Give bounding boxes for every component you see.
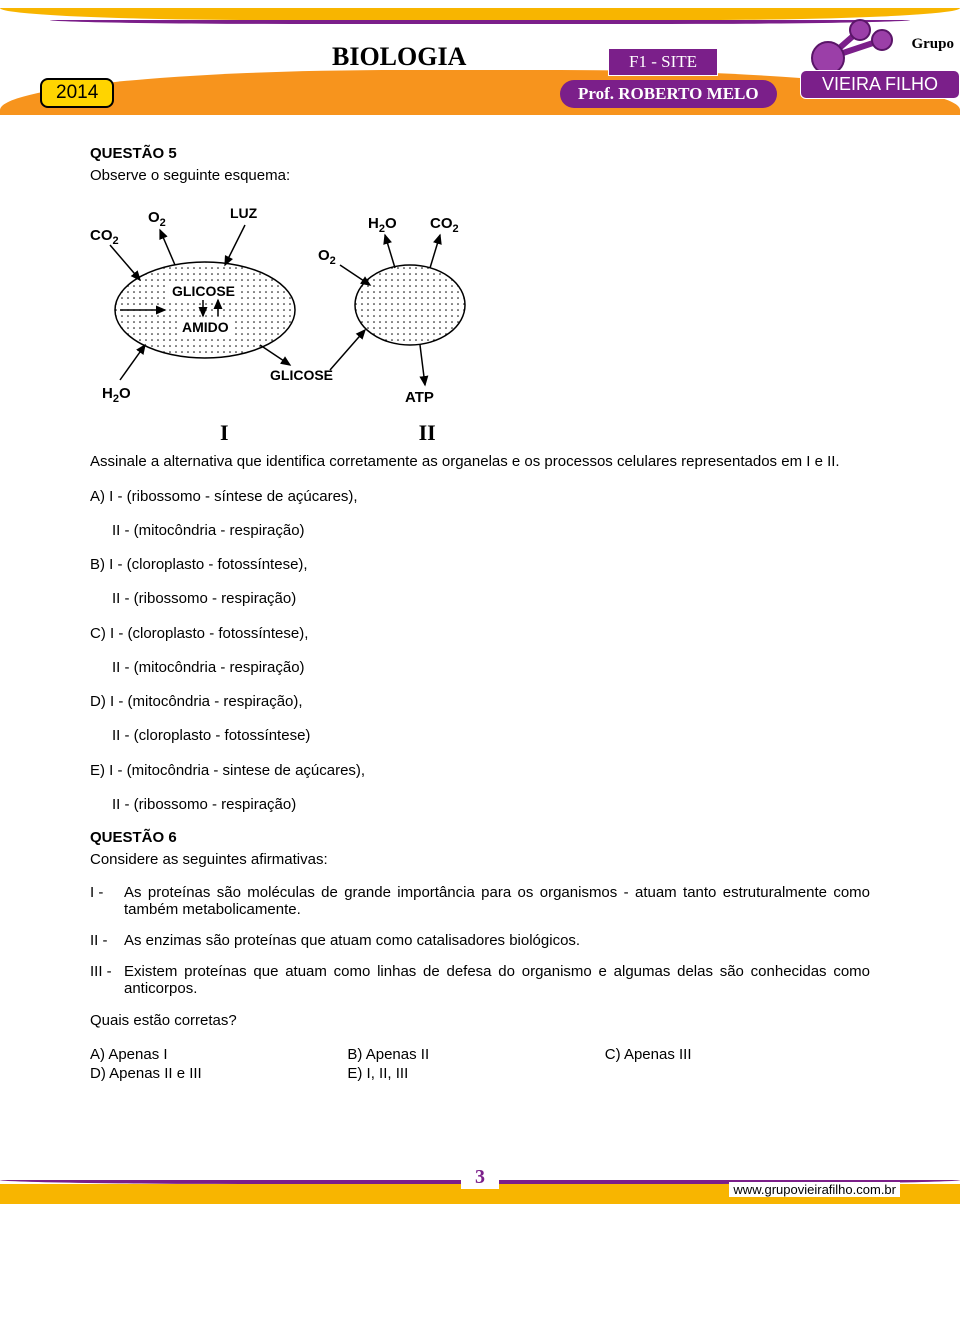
q5-opt-d: D) I - (mitocôndria - respiração), <box>90 692 870 712</box>
roman-1: I <box>220 420 229 446</box>
logo-vieira-filho: Grupo VIEIRA FILHO <box>790 18 960 103</box>
logo-text-grupo: Grupo <box>911 36 954 53</box>
q6-options-row1: A) Apenas I B) Apenas II C) Apenas III <box>90 1046 870 1063</box>
q6-stmt-3: III - Existem proteínas que atuam como l… <box>90 963 870 997</box>
q5-opt-e2: II - (ribossomo - respiração) <box>90 795 870 815</box>
page-content: QUESTÃO 5 Observe o seguinte esquema: GL… <box>0 115 960 1104</box>
q5-diagram: GLICOSE AMIDO CO2 O2 LUZ H2O GLICOSE O2 … <box>90 200 870 414</box>
svg-text:H2O: H2O <box>368 215 397 235</box>
q6-intro: Considere as seguintes afirmativas: <box>90 850 870 870</box>
q6-stmt-2: II - As enzimas são proteínas que atuam … <box>90 932 870 949</box>
q6-s3-text: Existem proteínas que atuam como linhas … <box>124 963 870 997</box>
q5-opt-b: B) I - (cloroplasto - fotossíntese), <box>90 555 870 575</box>
page-header: 2014 BIOLOGIA F1 - SITE Prof. ROBERTO ME… <box>0 0 960 115</box>
roman-2: II <box>419 420 436 446</box>
subject-title: BIOLOGIA <box>332 42 466 72</box>
q6-opt-e: E) I, II, III <box>347 1065 604 1082</box>
q6-s2-label: II - <box>90 932 124 949</box>
svg-text:CO2: CO2 <box>430 215 459 235</box>
svg-text:ATP: ATP <box>405 389 434 406</box>
svg-text:GLICOSE: GLICOSE <box>172 283 235 299</box>
q5-opt-c2: II - (mitocôndria - respiração) <box>90 658 870 678</box>
swoosh-purple <box>50 20 910 24</box>
q5-opt-e: E) I - (mitocôndria - sintese de açúcare… <box>90 761 870 781</box>
footer-url: www.grupovieirafilho.com.br <box>729 1182 900 1197</box>
page-footer: 3 www.grupovieirafilho.com.br <box>0 1164 960 1204</box>
q6-title: QUESTÃO 6 <box>90 829 870 846</box>
q6-s1-label: I - <box>90 884 124 918</box>
svg-text:CO2: CO2 <box>90 227 119 247</box>
professor-badge: Prof. ROBERTO MELO <box>560 80 777 108</box>
q6-opt-d: D) Apenas II e III <box>90 1065 347 1082</box>
year-badge: 2014 <box>40 78 114 108</box>
q6-opt-a: A) Apenas I <box>90 1046 347 1063</box>
q5-title: QUESTÃO 5 <box>90 145 870 162</box>
q6-s2-text: As enzimas são proteínas que atuam como … <box>124 932 870 949</box>
q6-s1-text: As proteínas são moléculas de grande imp… <box>124 884 870 918</box>
logo-text-name: VIEIRA FILHO <box>800 70 960 99</box>
svg-text:GLICOSE: GLICOSE <box>270 367 333 383</box>
q5-opt-b2: II - (ribossomo - respiração) <box>90 589 870 609</box>
q6-ask: Quais estão corretas? <box>90 1011 870 1031</box>
svg-text:O2: O2 <box>318 247 336 267</box>
q5-opt-c: C) I - (cloroplasto - fotossíntese), <box>90 624 870 644</box>
q5-prompt: Assinale a alternativa que identifica co… <box>90 452 870 472</box>
q5-opt-a2: II - (mitocôndria - respiração) <box>90 521 870 541</box>
q6-options-row2: D) Apenas II e III E) I, II, III <box>90 1065 870 1082</box>
q5-opt-d2: II - (cloroplasto - fotossíntese) <box>90 726 870 746</box>
tag-badge: F1 - SITE <box>608 48 718 76</box>
q6-opt-c: C) Apenas III <box>605 1046 862 1063</box>
diagram-roman-labels: I II <box>90 420 870 446</box>
page-number: 3 <box>461 1166 499 1189</box>
svg-text:H2O: H2O <box>102 385 131 405</box>
q5-intro: Observe o seguinte esquema: <box>90 166 870 186</box>
q6-opt-b: B) Apenas II <box>347 1046 604 1063</box>
q6-stmt-1: I - As proteínas são moléculas de grande… <box>90 884 870 918</box>
q5-opt-a: A) I - (ribossomo - síntese de açúcares)… <box>90 487 870 507</box>
svg-text:O2: O2 <box>148 209 166 229</box>
svg-text:LUZ: LUZ <box>230 205 258 221</box>
svg-text:AMIDO: AMIDO <box>182 319 229 335</box>
q6-s3-label: III - <box>90 963 124 997</box>
